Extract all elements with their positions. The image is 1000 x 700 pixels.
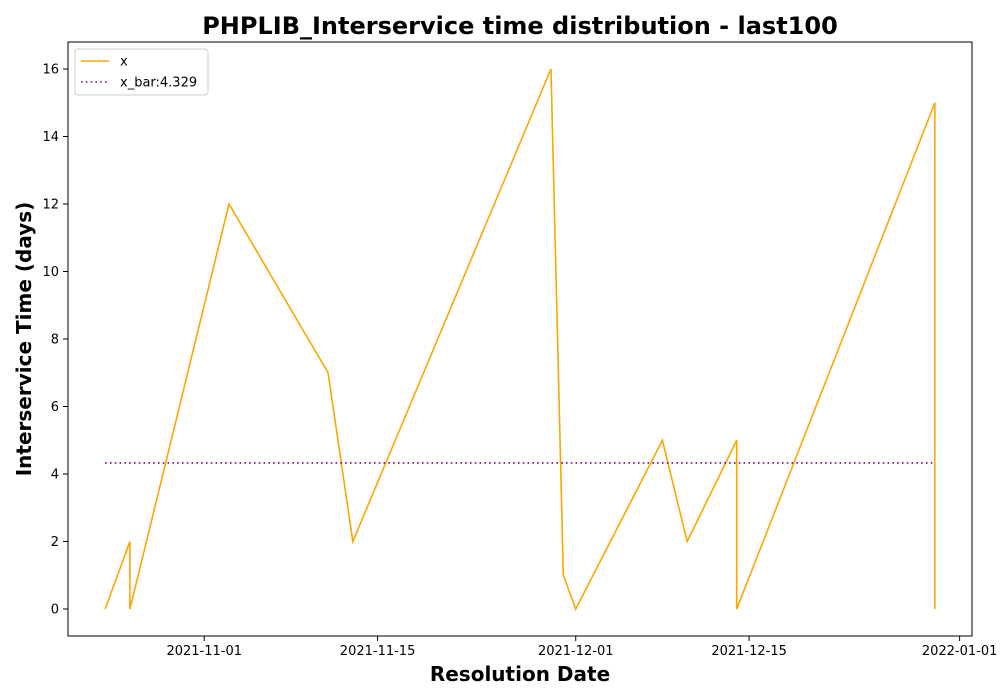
y-tick-label: 16 bbox=[42, 63, 59, 78]
series-line-x bbox=[104, 68, 936, 611]
y-tick-label: 12 bbox=[42, 198, 59, 213]
x-tick-label: 2021-12-15 bbox=[711, 644, 787, 659]
plot-area: 0 2 4 6 8 10 12 14 16 2021-11-01 2021-11-15 2021-12… bbox=[42, 41, 998, 659]
y-tick-label: 2 bbox=[51, 535, 59, 550]
x-tick-label: 2022-01-01 bbox=[922, 644, 998, 659]
y-tick-label: 6 bbox=[51, 400, 59, 415]
y-tick-label: 0 bbox=[51, 603, 59, 618]
y-tick-label: 4 bbox=[51, 468, 59, 483]
y-axis-label: Interservice Time (days) bbox=[12, 202, 36, 477]
legend: x x_bar:4.329 bbox=[74, 48, 209, 96]
y-tick-label: 14 bbox=[42, 130, 59, 145]
x-axis-label: Resolution Date bbox=[430, 662, 610, 686]
y-tick-label: 8 bbox=[51, 333, 59, 348]
y-tick-label: 10 bbox=[42, 265, 59, 280]
x-tick-label: 2021-11-15 bbox=[340, 644, 416, 659]
chart-title: PHPLIB_Interservice time distribution - … bbox=[202, 12, 838, 40]
x-tick-label: 2021-11-01 bbox=[166, 644, 242, 659]
x-tick-label: 2021-12-01 bbox=[538, 644, 614, 659]
legend-label-x-bar: x_bar:4.329 bbox=[120, 76, 197, 91]
plot-frame bbox=[67, 41, 973, 637]
legend-label-x: x bbox=[120, 55, 128, 70]
